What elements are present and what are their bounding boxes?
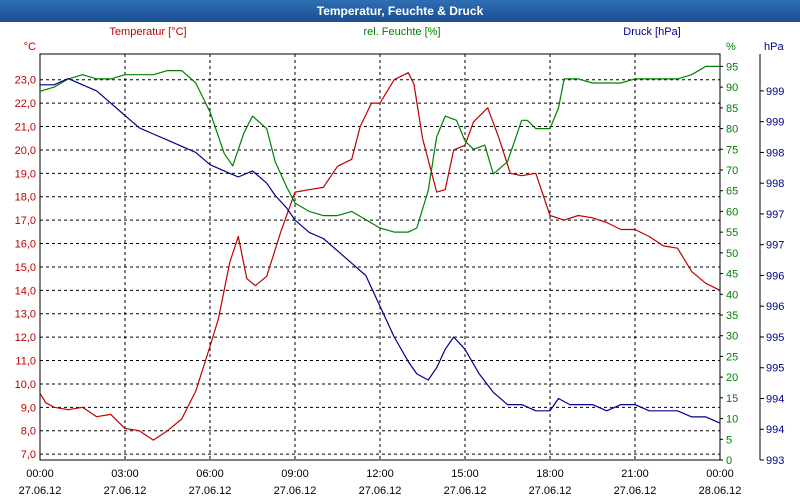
humidity-line bbox=[39, 65, 720, 233]
temp-tick-label: 23,0 bbox=[15, 75, 36, 87]
pres-tick-label: 996 bbox=[766, 270, 784, 282]
chart-title: Temperatur, Feuchte & Druck bbox=[316, 4, 484, 18]
hum-tick-label: 85 bbox=[726, 103, 738, 115]
hum-tick-label: 35 bbox=[726, 310, 738, 322]
pres-tick-label: 997 bbox=[766, 240, 784, 252]
temp-tick-label: 20,0 bbox=[15, 145, 36, 157]
hum-tick-label: 30 bbox=[726, 331, 738, 343]
pres-axis-title: Druck [hPa] bbox=[623, 26, 680, 38]
x-tick-date: 27.06.12 bbox=[104, 485, 147, 497]
hum-tick-label: 40 bbox=[726, 289, 738, 301]
hum-axis-title: rel. Feuchte [%] bbox=[363, 26, 440, 38]
hum-tick-label: 80 bbox=[726, 124, 738, 136]
x-tick-date: 27.06.12 bbox=[529, 485, 572, 497]
hum-tick-label: 95 bbox=[726, 61, 738, 73]
hum-tick-label: 60 bbox=[726, 206, 738, 218]
hum-tick-label: 55 bbox=[726, 227, 738, 239]
hum-tick-label: 0 bbox=[726, 455, 732, 467]
hum-tick-label: 90 bbox=[726, 82, 738, 94]
pres-tick-label: 993 bbox=[766, 455, 784, 467]
temp-tick-label: 16,0 bbox=[15, 239, 36, 251]
hum-tick-label: 50 bbox=[726, 248, 738, 260]
x-tick-date: 27.06.12 bbox=[19, 485, 62, 497]
pres-tick-label: 998 bbox=[766, 147, 784, 159]
temp-tick-label: 10,0 bbox=[15, 379, 36, 391]
temperature-line bbox=[39, 72, 721, 441]
hum-tick-label: 20 bbox=[726, 372, 738, 384]
pres-tick-label: 999 bbox=[766, 117, 784, 129]
axis-labels: 00:00 27.06.12 03:00 27.06.12 06:00 27.06.12 0… bbox=[15, 26, 785, 497]
x-tick-time: 03:00 bbox=[111, 468, 139, 480]
x-tick-date: 27.06.12 bbox=[274, 485, 317, 497]
temp-tick-label: 15,0 bbox=[15, 262, 36, 274]
hum-tick-label: 45 bbox=[726, 269, 738, 281]
pres-tick-label: 999 bbox=[766, 86, 784, 98]
pres-tick-label: 997 bbox=[766, 209, 784, 221]
hum-tick-label: 5 bbox=[726, 434, 732, 446]
axes bbox=[39, 53, 764, 461]
temp-tick-label: 13,0 bbox=[15, 309, 36, 321]
temp-tick-label: 17,0 bbox=[15, 215, 36, 227]
pres-tick-label: 998 bbox=[766, 178, 784, 190]
series-lines bbox=[39, 65, 721, 441]
hum-tick-label: 10 bbox=[726, 414, 738, 426]
x-tick-date: 27.06.12 bbox=[359, 485, 402, 497]
pressure-line bbox=[40, 77, 721, 424]
pres-unit-label: hPa bbox=[764, 41, 784, 53]
hum-tick-label: 15 bbox=[726, 393, 738, 405]
hum-tick-label: 70 bbox=[726, 165, 738, 177]
x-tick-date: 28.06.12 bbox=[699, 485, 742, 497]
temp-tick-label: 7,0 bbox=[21, 449, 36, 461]
temp-tick-label: 8,0 bbox=[21, 426, 36, 438]
plot-frame bbox=[39, 53, 721, 461]
x-tick-time: 21:00 bbox=[621, 468, 649, 480]
pres-tick-label: 994 bbox=[766, 424, 784, 436]
temp-tick-label: 19,0 bbox=[15, 168, 36, 180]
grid bbox=[40, 54, 720, 460]
temp-tick-label: 18,0 bbox=[15, 192, 36, 204]
x-tick-date: 27.06.12 bbox=[614, 485, 657, 497]
pres-tick-label: 996 bbox=[766, 301, 784, 313]
x-tick-time: 00:00 bbox=[706, 468, 734, 480]
pres-tick-label: 995 bbox=[766, 332, 784, 344]
temp-tick-label: 12,0 bbox=[15, 332, 36, 344]
temp-tick-label: 22,0 bbox=[15, 98, 36, 110]
hum-tick-label: 25 bbox=[726, 351, 738, 363]
hum-tick-label: 75 bbox=[726, 144, 738, 156]
temp-tick-label: 9,0 bbox=[21, 402, 36, 414]
x-tick-time: 00:00 bbox=[26, 468, 54, 480]
temp-tick-label: 21,0 bbox=[15, 122, 36, 134]
x-tick-date: 27.06.12 bbox=[444, 485, 487, 497]
temp-unit-label: °C bbox=[24, 41, 36, 53]
temp-axis-title: Temperatur [°C] bbox=[109, 26, 186, 38]
x-tick-time: 18:00 bbox=[536, 468, 564, 480]
x-tick-time: 15:00 bbox=[451, 468, 479, 480]
x-tick-time: 12:00 bbox=[366, 468, 394, 480]
temp-tick-label: 14,0 bbox=[15, 285, 36, 297]
pres-tick-label: 994 bbox=[766, 393, 784, 405]
temp-tick-label: 11,0 bbox=[15, 356, 36, 368]
hum-tick-label: 65 bbox=[726, 186, 738, 198]
x-tick-date: 27.06.12 bbox=[189, 485, 232, 497]
x-tick-time: 06:00 bbox=[196, 468, 224, 480]
hum-unit-label: % bbox=[726, 41, 736, 53]
x-tick-time: 09:00 bbox=[281, 468, 309, 480]
pres-tick-label: 995 bbox=[766, 363, 784, 375]
title-bar: Temperatur, Feuchte & Druck bbox=[0, 0, 800, 22]
